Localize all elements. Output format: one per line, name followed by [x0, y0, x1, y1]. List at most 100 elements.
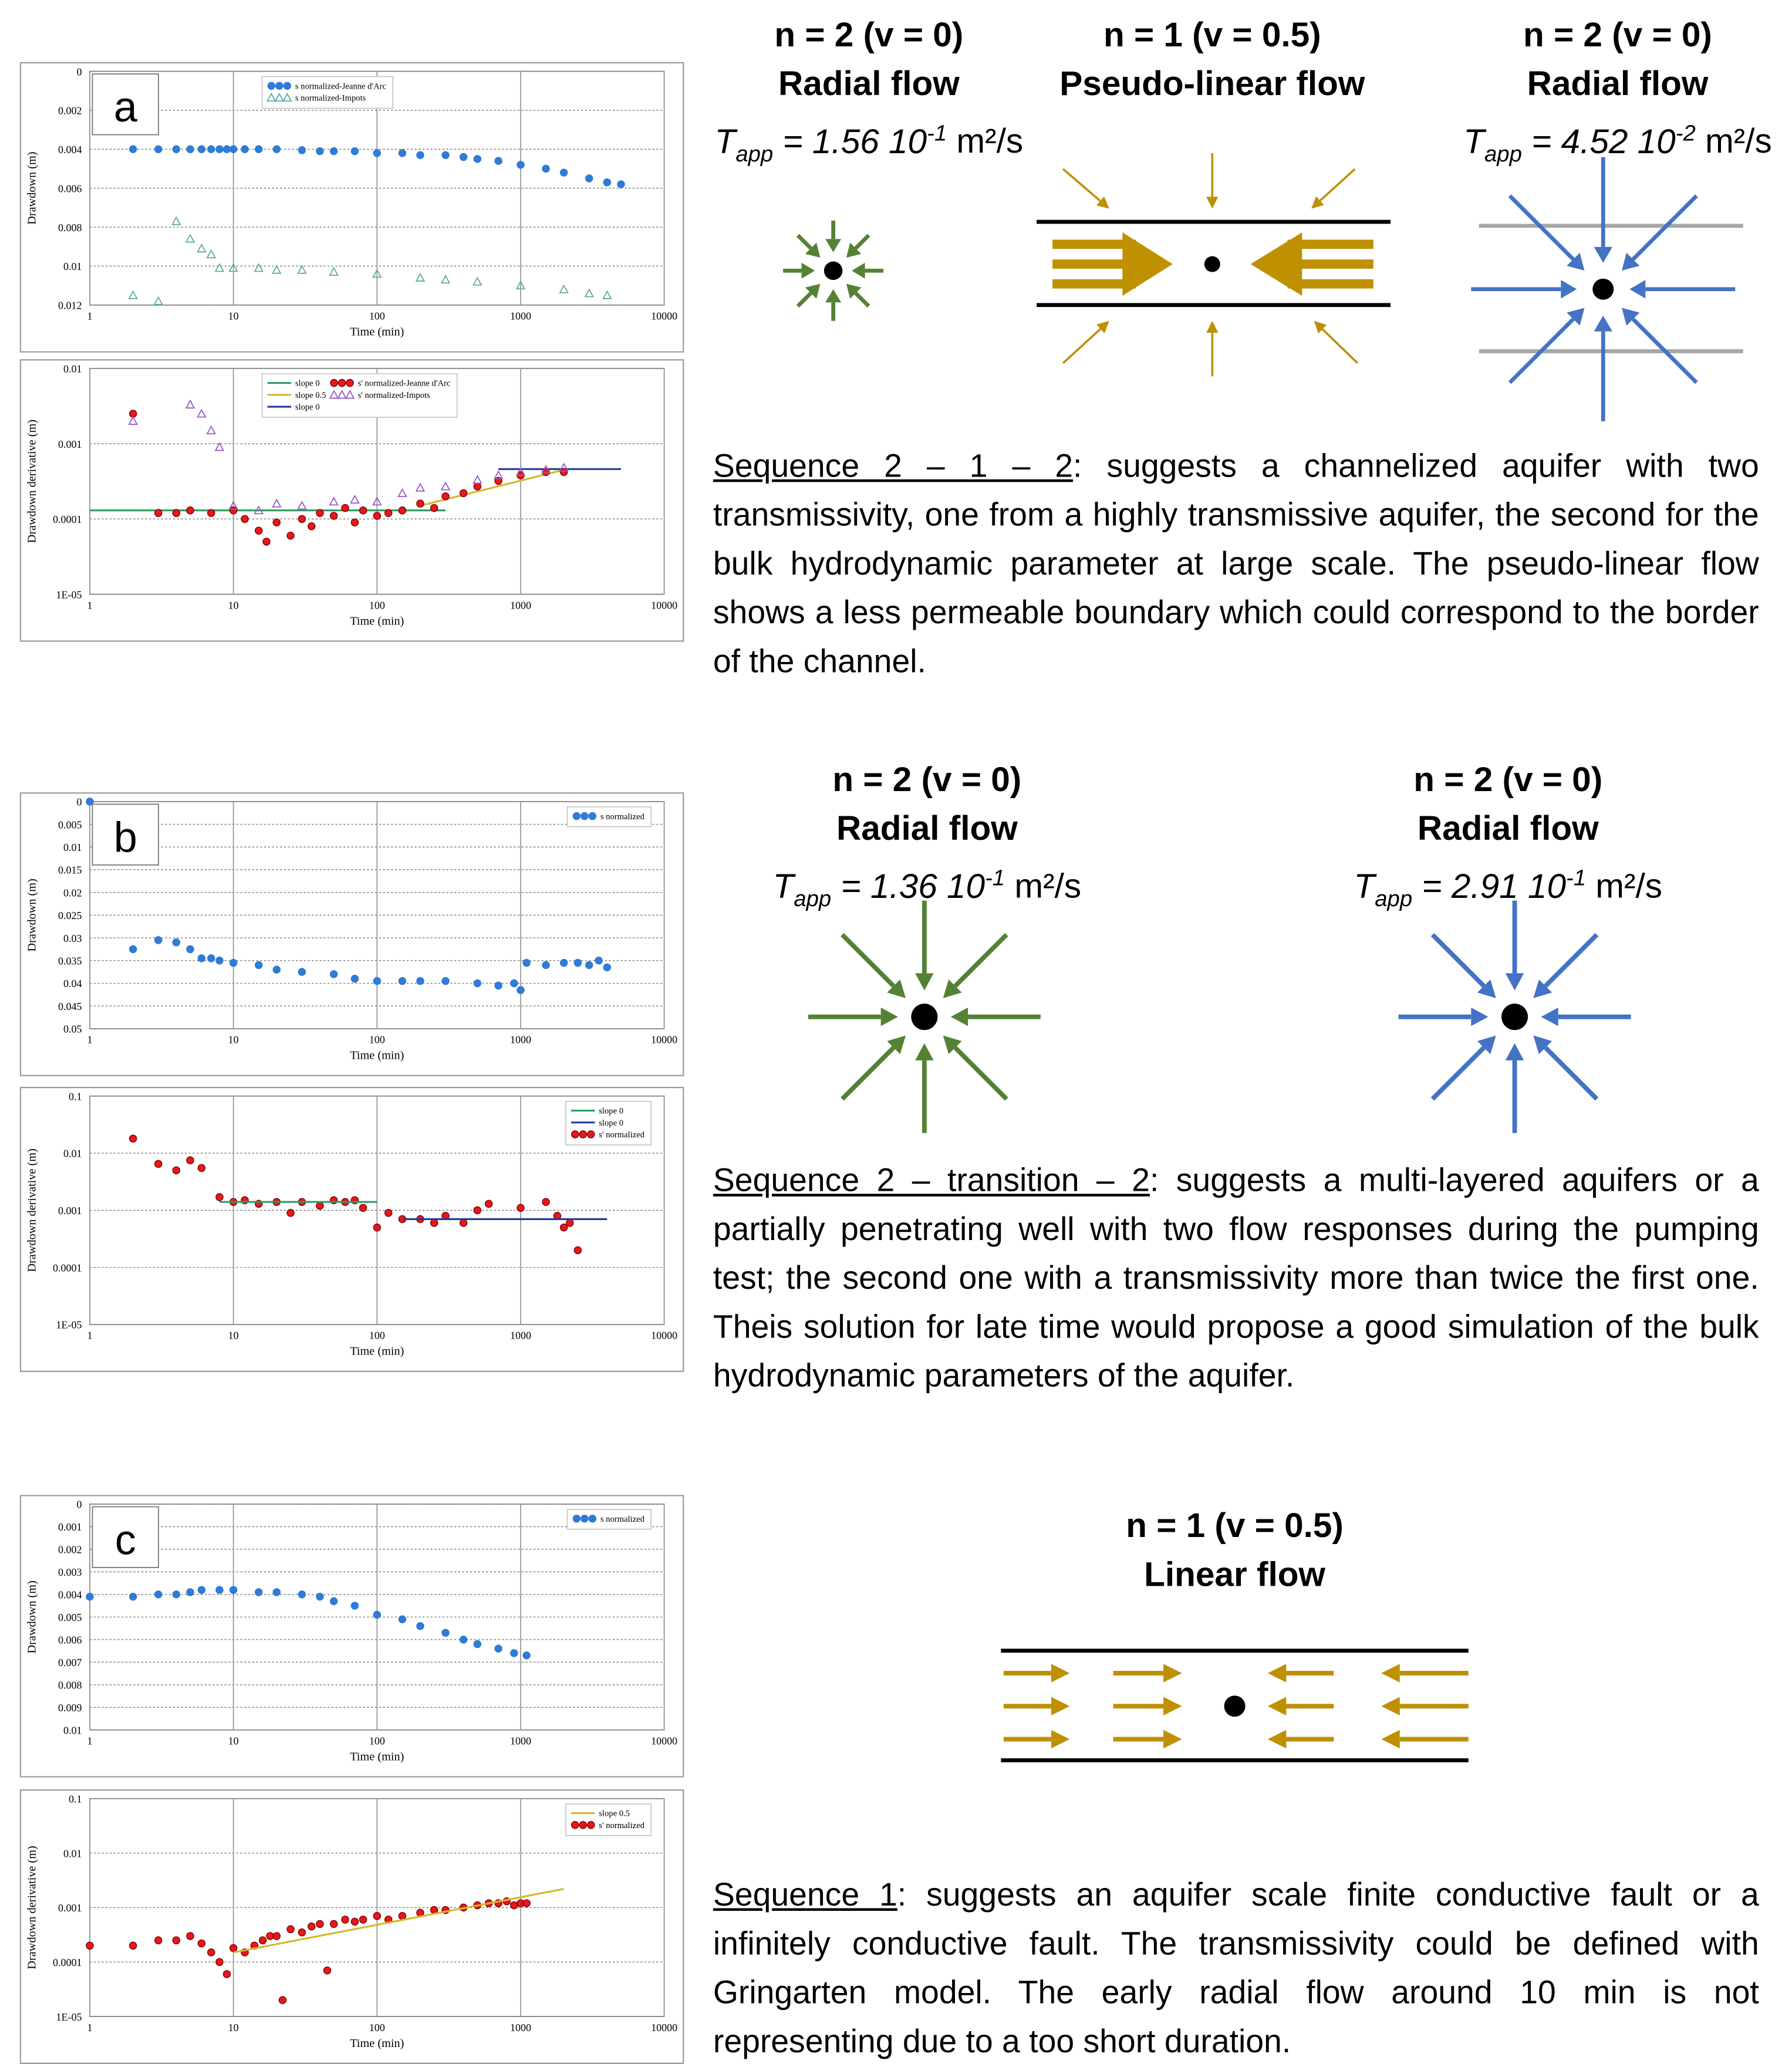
flow-label: n = 2 (v = 0) Radial flow Tapp = 4.52 10-2…	[1406, 11, 1792, 178]
data-point	[172, 145, 181, 154]
data-point	[207, 954, 215, 962]
data-point	[350, 494, 360, 504]
data-point	[373, 1912, 382, 1920]
data-point	[272, 1588, 281, 1596]
data-point	[573, 1246, 582, 1255]
y-tick-label: 0	[76, 796, 82, 808]
data-point	[154, 145, 163, 154]
data-point	[559, 284, 569, 293]
data-point	[373, 1223, 382, 1232]
data-point	[86, 1592, 94, 1601]
tapp-exponent: -1	[1565, 864, 1587, 890]
x-tick-label: 1000	[510, 2022, 531, 2033]
legend-box	[565, 1803, 652, 1836]
legend-swatch	[572, 812, 581, 820]
data-point	[316, 1920, 324, 1928]
data-point	[197, 145, 206, 154]
x-tick-label: 1	[87, 2022, 92, 2033]
legend-swatch	[266, 92, 276, 102]
tapp-symbol: T	[714, 121, 736, 161]
data-point	[440, 275, 451, 284]
flow-arrow	[1544, 933, 1599, 988]
tapp-mantissa: = 1.56 10	[782, 121, 927, 161]
flow-arrow-head	[1505, 1043, 1524, 1060]
data-point	[129, 1134, 137, 1143]
y-tick-label: 0.1	[69, 1793, 82, 1805]
data-point	[459, 1636, 468, 1644]
y-tick-label: 0.007	[58, 1657, 82, 1668]
x-tick-label: 10000	[651, 599, 677, 611]
y-tick-label: 0.008	[58, 1680, 82, 1691]
x-axis-label: Time (min)	[350, 1751, 404, 1764]
data-point	[215, 957, 224, 965]
legend-swatch	[275, 82, 284, 90]
data-point	[515, 467, 526, 476]
data-point	[359, 1204, 367, 1212]
flow-arrow	[1319, 168, 1356, 202]
data-point	[207, 1948, 215, 1957]
data-point	[566, 1219, 574, 1227]
data-point	[350, 147, 359, 156]
data-point	[272, 1932, 281, 1940]
tapp-mantissa: = 1.36 10	[841, 866, 986, 906]
y-tick-label: 1E-05	[56, 1319, 82, 1331]
tapp-symbol: T	[1463, 121, 1485, 161]
well	[1592, 278, 1614, 300]
flow-arrow-head	[915, 973, 934, 991]
y-tick-label: 0.05	[63, 1023, 82, 1035]
x-tick-label: 1000	[510, 1735, 531, 1747]
data-point	[484, 1200, 493, 1208]
flow-regime: Linear flow	[1144, 1554, 1325, 1594]
flow-arrow	[1544, 1046, 1599, 1101]
data-point	[522, 958, 531, 967]
flow-arrow	[1508, 194, 1575, 261]
tapp-exponent: -1	[927, 120, 947, 146]
legend-label: slope 0	[295, 403, 320, 412]
x-tick-label: 10000	[651, 1034, 677, 1046]
y-tick-label: 0.001	[58, 1205, 82, 1217]
tapp-symbol: T	[1354, 866, 1375, 906]
y-tick-label: 0.01	[63, 1847, 82, 1859]
data-point	[266, 1932, 274, 1940]
y-tick-label: 0.003	[58, 1566, 82, 1578]
legend-swatch	[267, 82, 276, 90]
legend-label: s normalized-Impots	[295, 94, 366, 103]
flow-arrow	[1430, 933, 1486, 988]
data-point	[384, 1209, 393, 1217]
data-point	[297, 501, 307, 510]
data-point	[298, 515, 306, 523]
data-point	[185, 399, 195, 409]
data-point	[359, 1916, 367, 1924]
data-point	[197, 954, 206, 962]
x-tick-label: 1	[87, 599, 92, 611]
data-point	[585, 961, 593, 969]
data-point	[286, 1209, 295, 1217]
data-point	[298, 1928, 306, 1937]
data-point	[228, 501, 238, 510]
data-point	[229, 958, 238, 967]
data-point	[473, 155, 482, 163]
data-point	[515, 280, 526, 290]
x-tick-label: 100	[369, 599, 385, 611]
data-point	[215, 145, 224, 154]
transmissivity-value: Tapp = 4.52 10-2	[1463, 120, 1695, 166]
data-point	[473, 482, 482, 491]
data-point	[186, 145, 194, 154]
well	[1204, 256, 1220, 272]
flow-arrow-head	[1622, 252, 1640, 271]
chart: 0 0.005 0.01 0.015 0.02 0.025 0.03 0.035 0.04 0.0…	[19, 792, 684, 1076]
data-point	[316, 1592, 324, 1601]
flow-arrow-head	[1594, 315, 1613, 332]
flow-arrow-head	[1163, 1697, 1182, 1716]
flow-arrow-head	[1541, 1007, 1558, 1026]
data-point	[373, 149, 382, 157]
data-point	[278, 1996, 287, 2004]
data-point	[272, 265, 282, 274]
data-point	[542, 961, 550, 969]
panel-label-box	[92, 73, 159, 136]
transmissivity-value: Tapp = 1.36 10-1	[773, 865, 1005, 911]
sequence-name: Sequence 1	[713, 1877, 897, 1914]
data-point	[542, 164, 550, 173]
legend-label: s' normalized	[599, 1130, 644, 1140]
